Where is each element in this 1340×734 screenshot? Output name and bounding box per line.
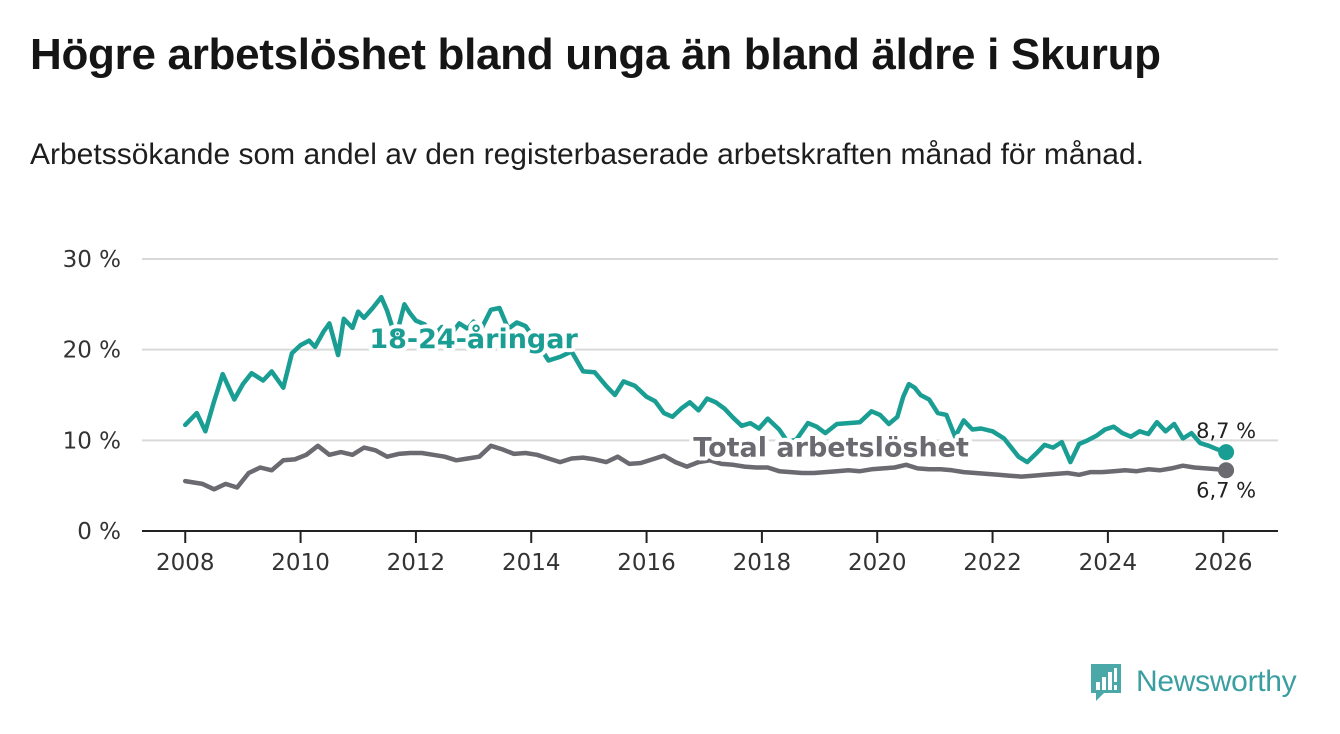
x-tick-label: 2024 [1079, 550, 1138, 576]
chart-subtitle: Arbetssökande som andel av den registerb… [30, 138, 1144, 171]
chart-title: Högre arbetslöshet bland unga än bland ä… [30, 30, 1161, 79]
end-point-total [1218, 462, 1235, 479]
series-line-total [182, 443, 1229, 492]
series-lines [182, 294, 1229, 492]
x-axis-ticks: 2008 2010 2012 2014 2016 2018 2020 2022 2024 2026 [156, 531, 1253, 576]
y-tick-label: 30 % [63, 247, 121, 273]
newsworthy-logo-icon [1091, 664, 1121, 701]
x-tick-label: 2020 [848, 550, 907, 576]
x-tick-label: 2010 [271, 550, 330, 576]
series-labels: 18-24-åringar Total arbetslöshet [365, 319, 973, 468]
x-tick-label: 2018 [733, 550, 792, 576]
series-label-total: Total arbetslöshet [693, 433, 969, 464]
end-point-youth [1218, 444, 1235, 461]
gridlines [142, 258, 1278, 442]
end-value-youth: 8,7 % [1196, 419, 1256, 443]
x-tick-label: 2008 [156, 550, 215, 576]
y-tick-label: 20 % [63, 338, 121, 364]
x-tick-label: 2022 [963, 550, 1022, 576]
y-axis-ticks: 0 % 10 % 20 % 30 % [63, 247, 121, 545]
y-tick-label: 10 % [63, 428, 121, 454]
brand-name: Newsworthy [1136, 665, 1297, 698]
end-markers: 8,7 % 6,7 % [1196, 419, 1256, 502]
y-tick-label: 0 % [77, 519, 121, 545]
x-tick-label: 2012 [387, 550, 446, 576]
x-tick-label: 2026 [1194, 550, 1253, 576]
x-tick-label: 2016 [617, 550, 676, 576]
end-value-total: 6,7 % [1196, 478, 1256, 502]
x-tick-label: 2014 [502, 550, 561, 576]
series-line-youth [182, 294, 1229, 465]
newsworthy-brand: Newsworthy [1088, 660, 1297, 704]
series-label-youth: 18-24-åringar [369, 323, 578, 355]
